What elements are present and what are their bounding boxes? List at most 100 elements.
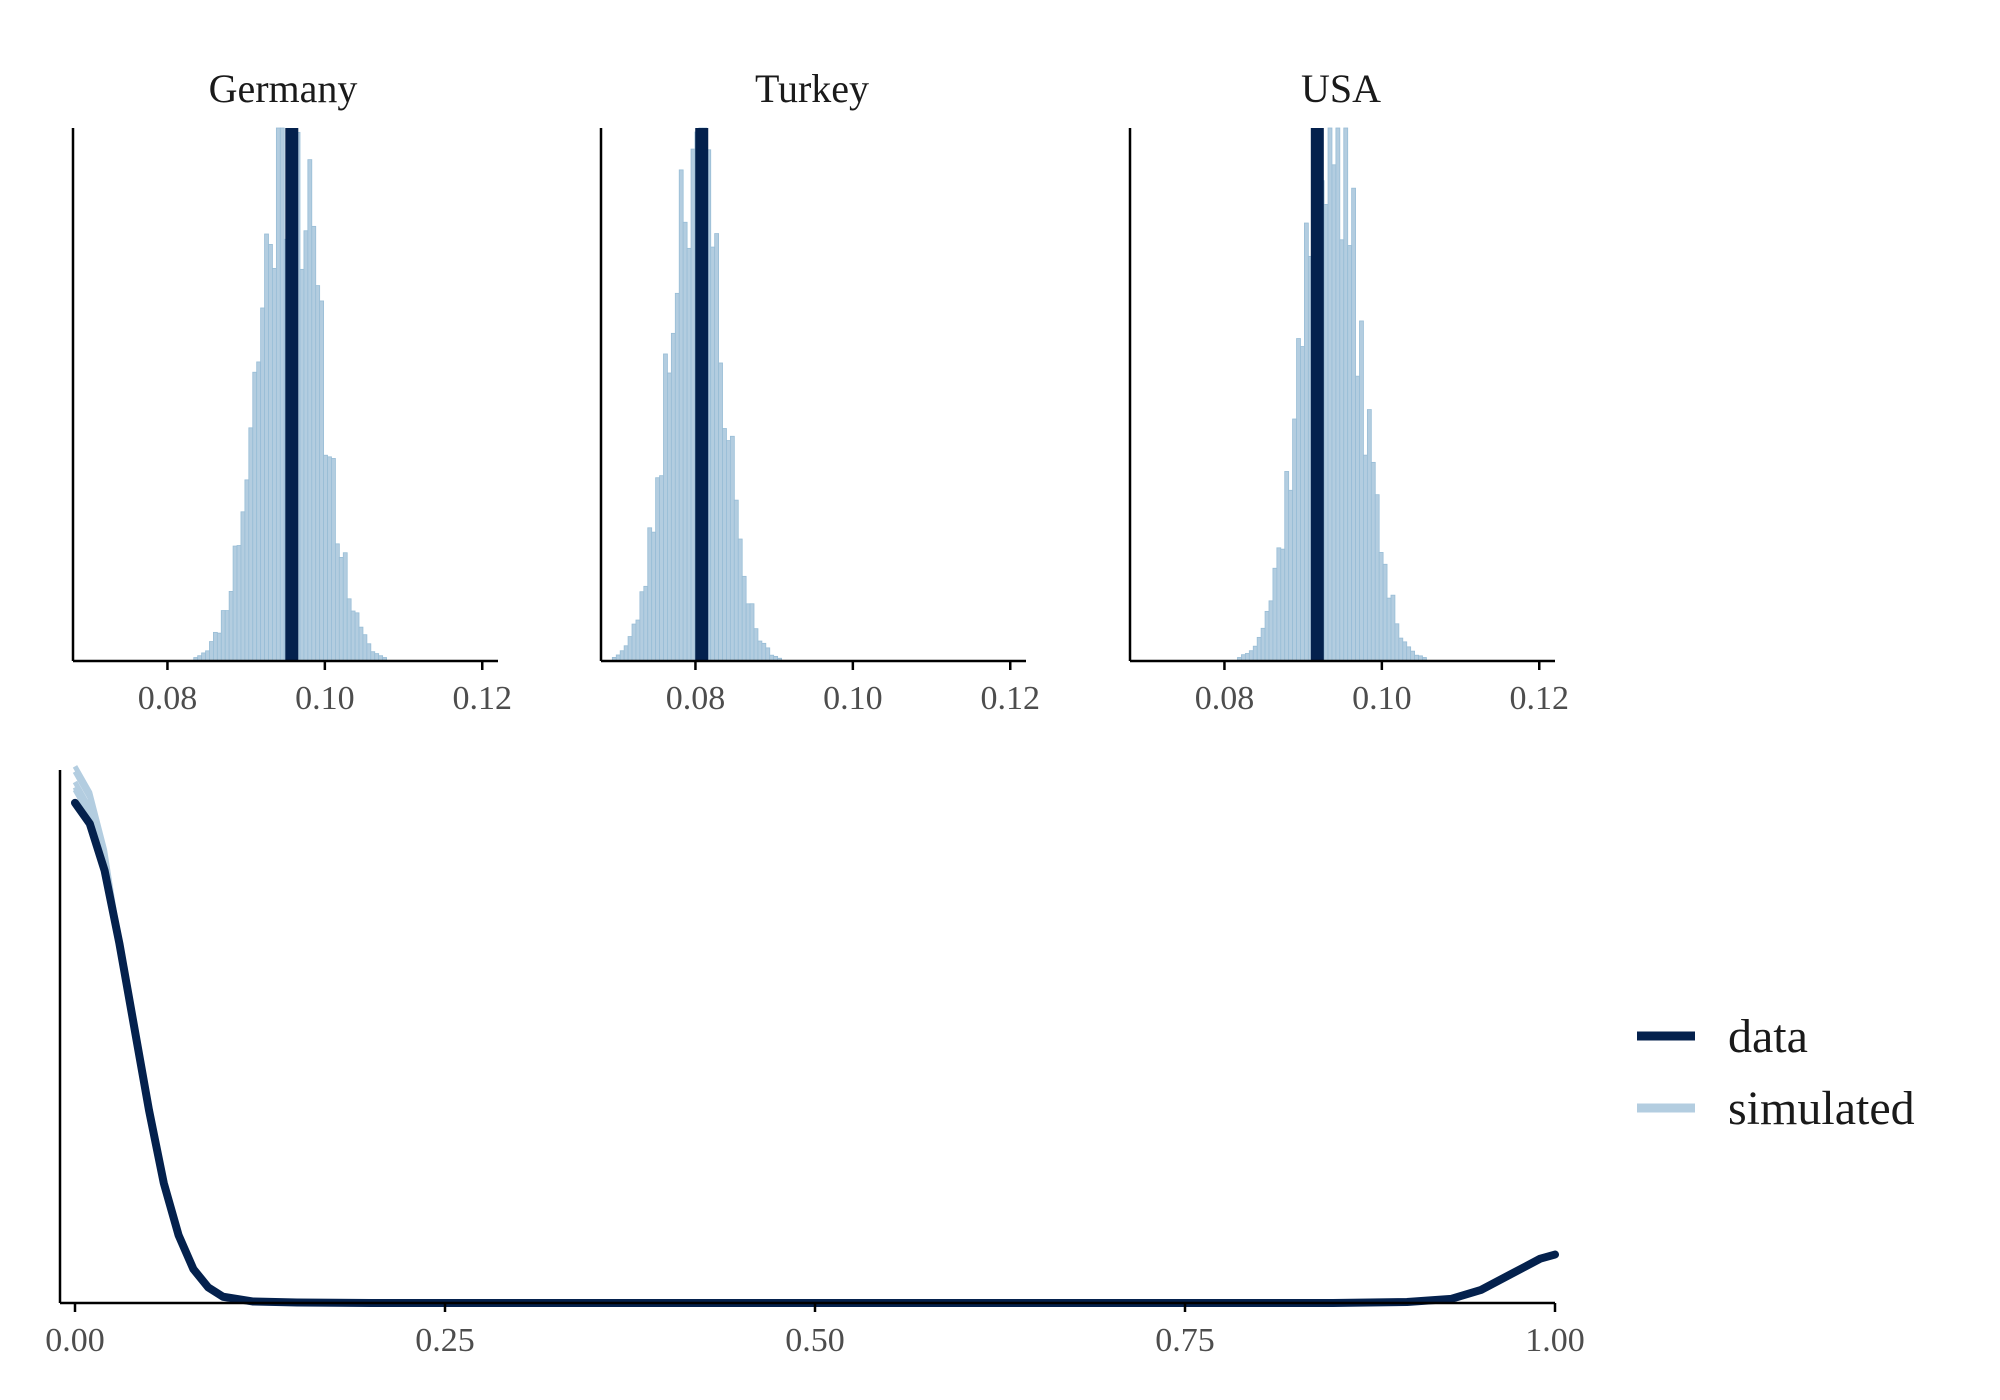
histogram-bar	[623, 645, 629, 662]
histogram-bar	[1343, 127, 1349, 662]
histogram-bar	[350, 610, 356, 662]
x-tick-label: 0.12	[981, 680, 1041, 717]
simulated-density-line	[72, 780, 1556, 1306]
histogram-bar	[1292, 418, 1297, 662]
histogram-bar	[1339, 239, 1345, 662]
histogram-bar	[647, 527, 653, 662]
panel-title-usa: USA	[1301, 66, 1381, 111]
histogram-bar	[1264, 610, 1270, 662]
histogram-bar	[639, 591, 645, 662]
histogram-bar	[244, 479, 250, 662]
legend-label-simulated: simulated	[1728, 1082, 1915, 1135]
x-tick-label: 0.75	[1155, 1322, 1215, 1359]
histogram-bar	[346, 598, 352, 662]
histogram-bar	[718, 362, 723, 662]
histogram-bar	[228, 591, 234, 662]
x-tick-label: 0.08	[666, 680, 726, 717]
histogram-bar	[1390, 594, 1396, 662]
histogram-bar	[1370, 461, 1376, 662]
histogram-bar	[722, 428, 727, 662]
density-data	[71, 798, 1559, 1307]
histogram-bar	[354, 612, 360, 662]
histogram-bar	[370, 651, 376, 662]
histogram-bar	[268, 244, 273, 662]
panel-turkey: Turkey 0.08 0.10 0.12	[599, 66, 1041, 717]
histogram-bar	[1268, 600, 1274, 662]
histogram-bar	[338, 557, 344, 662]
histogram-bar	[327, 456, 332, 662]
histogram-bar	[1272, 567, 1278, 662]
x-tick-label: 0.50	[785, 1322, 845, 1359]
histogram-bar	[749, 603, 755, 662]
histogram-bar	[358, 626, 364, 662]
histogram-bar	[651, 531, 657, 662]
histogram-bar	[678, 169, 684, 662]
histogram-bar	[1284, 471, 1290, 662]
histogram-bar	[1374, 494, 1380, 662]
density-simulated	[72, 765, 1556, 1306]
histogram-bar	[319, 300, 325, 662]
histogram-bar	[741, 575, 747, 662]
x-ticks-usa: 0.08 0.10 0.12	[1195, 661, 1569, 717]
panel-germany: Germany 0.08 0.10 0.12	[71, 66, 512, 717]
histogram-bar	[264, 233, 269, 662]
histogram-bar	[362, 634, 368, 662]
x-ticks-germany: 0.08 0.10 0.12	[138, 661, 512, 717]
histogram-bar	[1335, 127, 1341, 662]
simulated-density-line	[72, 785, 1556, 1306]
histogram-bar	[1248, 650, 1254, 662]
histogram-bar	[655, 477, 660, 662]
histogram-bar	[315, 285, 321, 662]
histogram-bar	[220, 610, 226, 662]
histogram-bar	[1300, 346, 1305, 662]
histogram-bar	[753, 628, 759, 662]
x-tick-label: 0.10	[823, 680, 883, 717]
histogram-bar	[240, 511, 246, 662]
data-density-line	[71, 798, 1559, 1307]
histogram-bar	[1378, 552, 1384, 662]
histogram-bar	[1276, 547, 1282, 662]
histogram-bar	[1406, 646, 1412, 662]
panel-title-germany: Germany	[209, 66, 358, 111]
histogram-bar	[1288, 489, 1294, 662]
histogram-bar	[663, 353, 668, 662]
histogram-bar	[1331, 164, 1337, 662]
x-tick-label: 0.25	[415, 1322, 475, 1359]
histogram-bar	[216, 632, 222, 662]
histogram-bar	[256, 361, 262, 662]
simulated-density-line	[72, 788, 1556, 1306]
panel-usa: USA 0.08 0.10 0.12	[1128, 66, 1569, 717]
histogram-bar	[1386, 597, 1392, 662]
histogram-bar	[1410, 650, 1416, 662]
histogram-bar	[690, 148, 696, 662]
histogram-bar	[745, 603, 751, 662]
histogram-bar	[252, 371, 258, 662]
histogram-bar	[248, 427, 254, 662]
simulated-density-line	[72, 765, 1556, 1306]
histogram-bar	[307, 159, 313, 662]
x-tick-label: 0.12	[1510, 680, 1570, 717]
x-tick-label: 0.00	[45, 1322, 105, 1359]
histogram-bar	[737, 538, 743, 662]
x-tick-label: 0.10	[295, 680, 355, 717]
panel-density: 0.00 0.25 0.50 0.75 1.00	[45, 765, 1585, 1359]
x-tick-label: 0.12	[453, 680, 513, 717]
histogram-bar	[279, 127, 285, 662]
histogram-bar	[726, 440, 731, 662]
histogram-bar	[1252, 645, 1258, 662]
histogram-bar	[331, 458, 336, 662]
histogram-bar	[1382, 563, 1388, 662]
histogram-bar	[686, 247, 692, 662]
x-ticks-density: 0.00 0.25 0.50 0.75 1.00	[45, 1303, 1585, 1359]
histogram-bar	[733, 499, 739, 662]
panel-title-turkey: Turkey	[755, 66, 869, 111]
histogram-bar	[260, 307, 265, 662]
histogram-bar	[674, 292, 680, 662]
histogram-bar	[1363, 454, 1368, 662]
histogram-bar	[635, 619, 641, 662]
histogram-bar	[710, 246, 716, 662]
histogram-bar	[1296, 338, 1301, 662]
histogram-bar	[667, 372, 672, 662]
histogram-bar	[205, 650, 210, 662]
